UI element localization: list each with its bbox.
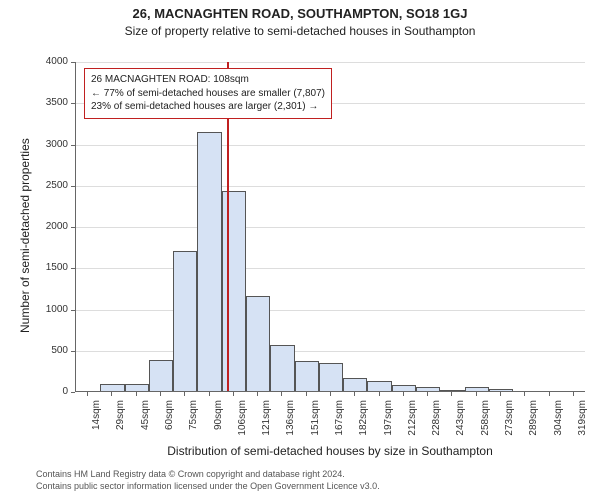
y-tick — [71, 62, 75, 63]
y-tick-label: 1500 — [30, 262, 68, 273]
x-tick-label: 212sqm — [407, 400, 418, 448]
x-tick-label: 75sqm — [188, 400, 199, 448]
x-tick — [257, 392, 258, 396]
y-tick — [71, 310, 75, 311]
y-tick-label: 2500 — [30, 180, 68, 191]
gridline-h — [76, 62, 585, 63]
histogram-bar — [319, 363, 343, 391]
x-tick — [549, 392, 550, 396]
histogram-bar — [270, 345, 294, 391]
histogram-bar — [173, 251, 197, 391]
x-tick-label: 289sqm — [528, 400, 539, 448]
y-tick — [71, 268, 75, 269]
x-tick — [524, 392, 525, 396]
x-tick-label: 167sqm — [334, 400, 345, 448]
histogram-bar — [295, 361, 319, 391]
x-tick-label: 106sqm — [237, 400, 248, 448]
x-tick — [427, 392, 428, 396]
y-tick-label: 3500 — [30, 97, 68, 108]
histogram-bar — [440, 390, 464, 391]
x-tick-label: 45sqm — [140, 400, 151, 448]
x-tick-label: 136sqm — [285, 400, 296, 448]
y-axis-title: Number of semi-detached properties — [18, 138, 32, 333]
gridline-h — [76, 145, 585, 146]
x-tick — [330, 392, 331, 396]
x-tick — [281, 392, 282, 396]
footer-line: Contains public sector information licen… — [36, 480, 380, 492]
x-axis-title: Distribution of semi-detached houses by … — [75, 444, 585, 458]
histogram-bar — [197, 132, 221, 391]
histogram-bar — [222, 191, 246, 391]
x-tick — [209, 392, 210, 396]
x-tick-label: 273sqm — [504, 400, 515, 448]
x-tick — [160, 392, 161, 396]
y-tick — [71, 145, 75, 146]
x-tick-label: 228sqm — [431, 400, 442, 448]
y-tick — [71, 392, 75, 393]
x-tick-label: 243sqm — [455, 400, 466, 448]
page-title: 26, MACNAGHTEN ROAD, SOUTHAMPTON, SO18 1… — [0, 6, 600, 21]
histogram-bar — [416, 387, 440, 391]
histogram-bar — [367, 381, 391, 391]
x-tick — [111, 392, 112, 396]
gridline-h — [76, 227, 585, 228]
x-tick-label: 151sqm — [310, 400, 321, 448]
y-tick-label: 3000 — [30, 139, 68, 150]
y-tick-label: 4000 — [30, 56, 68, 67]
x-tick — [354, 392, 355, 396]
x-tick — [184, 392, 185, 396]
x-tick — [233, 392, 234, 396]
x-tick-label: 319sqm — [577, 400, 588, 448]
histogram-bar — [343, 378, 367, 391]
x-tick-label: 182sqm — [358, 400, 369, 448]
x-tick-label: 14sqm — [91, 400, 102, 448]
info-box-line: ← 77% of semi-detached houses are smalle… — [91, 87, 325, 101]
histogram-bar — [149, 360, 173, 391]
histogram-bar — [246, 296, 270, 391]
y-tick — [71, 103, 75, 104]
x-tick — [87, 392, 88, 396]
x-tick — [379, 392, 380, 396]
x-tick-label: 29sqm — [115, 400, 126, 448]
y-tick-label: 2000 — [30, 221, 68, 232]
chart-subtitle: Size of property relative to semi-detach… — [0, 24, 600, 38]
gridline-h — [76, 186, 585, 187]
info-box-line: 26 MACNAGHTEN ROAD: 108sqm — [91, 73, 325, 87]
y-tick — [71, 186, 75, 187]
info-box: 26 MACNAGHTEN ROAD: 108sqm← 77% of semi-… — [84, 68, 332, 119]
y-tick-label: 1000 — [30, 304, 68, 315]
gridline-h — [76, 268, 585, 269]
x-tick — [573, 392, 574, 396]
x-tick-label: 121sqm — [261, 400, 272, 448]
histogram-bar — [100, 384, 124, 391]
x-tick — [136, 392, 137, 396]
y-tick-label: 500 — [30, 345, 68, 356]
x-tick-label: 258sqm — [480, 400, 491, 448]
footer-attribution: Contains HM Land Registry data © Crown c… — [36, 468, 380, 492]
histogram-bar — [125, 384, 149, 391]
histogram-bar — [392, 385, 416, 391]
histogram-bar — [489, 389, 513, 391]
histogram-bar — [465, 387, 489, 391]
y-tick-label: 0 — [30, 386, 68, 397]
x-tick — [476, 392, 477, 396]
footer-line: Contains HM Land Registry data © Crown c… — [36, 468, 380, 480]
gridline-h — [76, 351, 585, 352]
y-tick — [71, 227, 75, 228]
gridline-h — [76, 310, 585, 311]
x-tick — [403, 392, 404, 396]
x-tick — [500, 392, 501, 396]
x-tick — [451, 392, 452, 396]
info-box-line: 23% of semi-detached houses are larger (… — [91, 100, 325, 114]
x-tick — [306, 392, 307, 396]
x-tick-label: 304sqm — [553, 400, 564, 448]
x-tick-label: 60sqm — [164, 400, 175, 448]
y-tick — [71, 351, 75, 352]
x-tick-label: 90sqm — [213, 400, 224, 448]
x-tick-label: 197sqm — [383, 400, 394, 448]
